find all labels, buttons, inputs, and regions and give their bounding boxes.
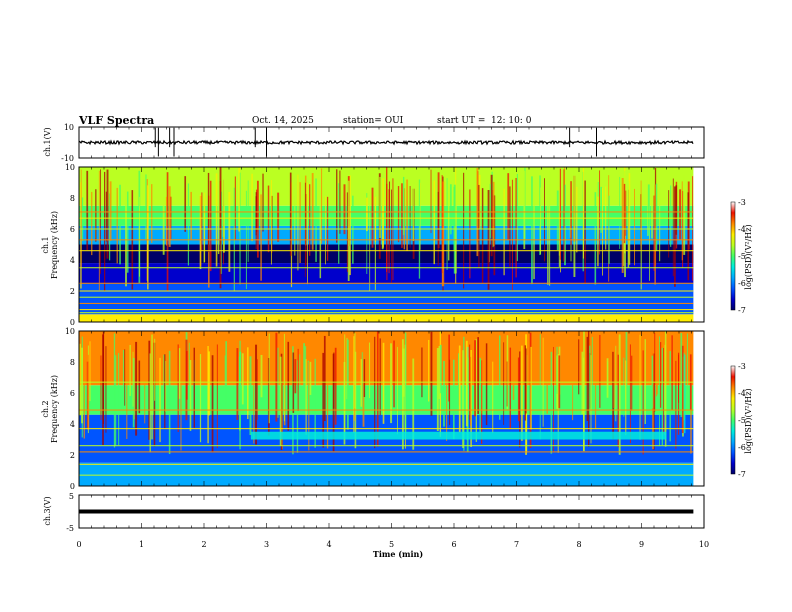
ch1-cb-tick-m5: -5 — [738, 252, 746, 261]
ch2-cb-tick-m3: -3 — [738, 362, 746, 371]
ch2-spectrogram-hiss-band — [250, 431, 667, 440]
ch1-waveform-panel: 10 -10 ch.1(V) — [43, 123, 705, 163]
ch1-cb-tick-m6: -6 — [738, 279, 746, 288]
ch3-ytick-top: 5 — [69, 492, 74, 501]
ch1-ytick-2: 2 — [70, 287, 75, 296]
ch2-frequency-ylabel: Frequency (kHz) — [50, 375, 59, 443]
ch2-cb-tick-m5: -5 — [738, 416, 746, 425]
figure-title: VLF Spectra — [79, 114, 155, 127]
ch2-spectrogram-band-0 — [79, 462, 694, 486]
ch2-cb-tick-m7: -7 — [738, 470, 746, 479]
ch1-spectrogram-carrier-8 — [79, 239, 694, 241]
ch3-waveform-ylabel: ch.3(V) — [43, 496, 52, 525]
ch1-channel-label: ch.1 — [41, 236, 50, 253]
ch2-colorbar-scale — [730, 365, 736, 475]
xtick-6: 6 — [451, 540, 456, 549]
ch1-frequency-ylabel: Frequency (kHz) — [50, 211, 59, 279]
ch1-colorbar-label: log(PSD)(V²/Hz) — [744, 224, 753, 289]
ch2-ytick-6: 6 — [70, 389, 75, 398]
ch3-waveform-panel: 5 -5 ch.3(V) — [43, 492, 705, 533]
ch1-spectrogram-band-0 — [79, 314, 694, 322]
ch1-spectrogram-carrier-9 — [79, 228, 694, 230]
ch2-spectrogram-carrier-4 — [79, 428, 694, 430]
ch2-spectrogram-carrier-5 — [79, 409, 694, 411]
ch1-cb-tick-m4: -4 — [738, 225, 746, 234]
ch2-spectrogram-carrier-2 — [79, 451, 694, 453]
ch1-cb-tick-m7: -7 — [738, 306, 746, 315]
ch2-frequency-ticks: 0 2 4 6 8 10 — [65, 327, 75, 491]
ch1-ytick-0: 0 — [70, 318, 75, 327]
ch1-waveform-ylabel: ch.1(V) — [43, 127, 52, 156]
ch2-ytick-4: 4 — [70, 420, 75, 429]
ch1-spectrogram-carrier-3 — [79, 296, 694, 298]
xtick-2: 2 — [201, 540, 206, 549]
xtick-0: 0 — [76, 540, 81, 549]
ch1-waveform-line — [78, 139, 694, 146]
ch2-spectrogram-carrier-6 — [79, 381, 694, 383]
ch2-spectrogram-image — [79, 331, 704, 486]
ch1-spectrogram-carrier-11 — [79, 211, 694, 213]
xtick-1: 1 — [139, 540, 144, 549]
ch2-colorbar: -3 -4 -5 -6 -7 log(PSD)(V²/Hz) — [730, 362, 753, 479]
ch2-spectrogram-band-1 — [79, 439, 694, 463]
ch1-ytick-top: 10 — [64, 123, 74, 132]
ch2-spectrogram-carrier-0 — [79, 474, 694, 476]
ch1-spectrogram-carrier-2 — [79, 302, 694, 304]
ch2-channel-label: ch.2 — [41, 400, 50, 417]
ch1-spectrogram-band-1 — [79, 283, 694, 315]
ch1-ytick-bottom: -10 — [61, 154, 74, 163]
ch1-spectrogram-image — [79, 167, 704, 322]
ch1-cb-tick-m3: -3 — [738, 198, 746, 207]
ch1-ytick-10: 10 — [65, 163, 75, 172]
ch2-ytick-2: 2 — [70, 451, 75, 460]
xtick-4: 4 — [326, 540, 331, 549]
ch2-ytick-0: 0 — [70, 482, 75, 491]
ch1-spectrogram-carrier-0 — [79, 312, 694, 314]
ch1-spectrogram-carrier-10 — [79, 217, 694, 219]
ch2-ytick-8: 8 — [70, 358, 75, 367]
xtick-5: 5 — [389, 540, 394, 549]
ch2-ytick-10: 10 — [65, 327, 75, 336]
ch2-spectrogram-panel: 0 2 4 6 8 10 ch.2 Frequency (kHz) — [41, 327, 705, 491]
start-ut-value: 12: 10: 0 — [491, 116, 532, 126]
ch2-spectrogram-band-4 — [79, 331, 694, 386]
ch3-ytick-bottom: -5 — [66, 524, 74, 533]
ch1-spectrogram-panel: 0 2 4 6 8 10 ch.1 Frequency (kHz) — [41, 163, 705, 327]
time-axis-label: Time (min) — [373, 549, 423, 559]
start-ut-label: start UT = — [437, 116, 486, 126]
ch1-spectrogram-carrier-6 — [79, 267, 694, 269]
ch2-cb-tick-m4: -4 — [738, 389, 746, 398]
xtick-7: 7 — [514, 540, 519, 549]
xtick-8: 8 — [576, 540, 581, 549]
ch1-spectrogram-carrier-1 — [79, 309, 694, 311]
ch1-ytick-4: 4 — [70, 256, 75, 265]
ch1-frequency-ticks: 0 2 4 6 8 10 — [65, 163, 75, 327]
ch1-colorbar: -3 -4 -5 -6 -7 log(PSD)(V²/Hz) — [730, 198, 753, 315]
xtick-10: 10 — [699, 540, 709, 549]
ch1-spectrogram-carrier-5 — [79, 282, 694, 284]
time-axis: 0 1 2 3 4 5 6 7 8 9 10 Time (min) — [76, 127, 709, 559]
date-label: Oct. 14, 2025 — [252, 116, 314, 126]
xtick-3: 3 — [264, 540, 269, 549]
ch1-colorbar-scale — [730, 201, 736, 311]
ch2-colorbar-label: log(PSD)(V²/Hz) — [744, 388, 753, 453]
ch2-spectrogram-carrier-1 — [79, 463, 694, 465]
ch1-spectrogram-carrier-4 — [79, 290, 694, 292]
ch1-ytick-8: 8 — [70, 194, 75, 203]
ch2-spectrogram-carrier-3 — [79, 445, 694, 447]
ch1-spectrogram-carrier-7 — [79, 250, 694, 252]
ch1-waveform-trace — [78, 127, 694, 157]
station-label: station= OUI — [343, 116, 404, 126]
ch1-ytick-6: 6 — [70, 225, 75, 234]
xtick-9: 9 — [639, 540, 644, 549]
ch2-cb-tick-m6: -6 — [738, 443, 746, 452]
